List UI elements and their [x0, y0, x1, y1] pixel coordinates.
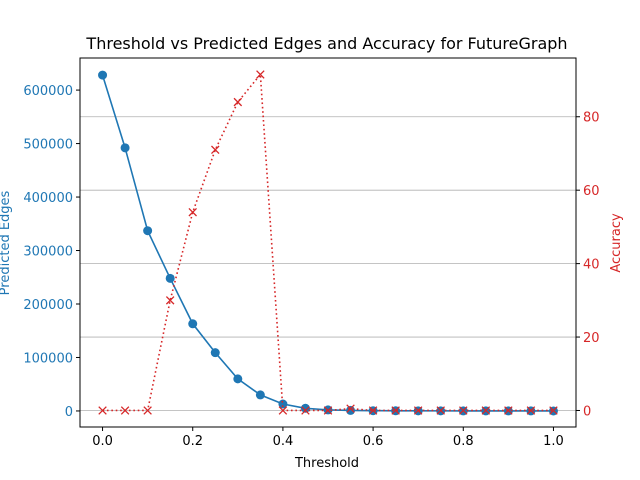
accuracy-point — [504, 406, 513, 415]
accuracy-point — [413, 406, 423, 415]
accuracy-point — [368, 406, 378, 415]
y-left-tick-label: 100000 — [23, 351, 73, 366]
y-left-tick-label: 200000 — [23, 298, 73, 313]
y-right-tick-label: 0 — [583, 404, 591, 419]
predicted-edges-point — [255, 390, 265, 400]
predicted-edges-point — [278, 399, 288, 409]
y-axis-left: 0 100000 200000 300000 400000 500000 600000 — [23, 84, 80, 420]
predicted-edges-point — [233, 374, 243, 384]
y-left-tick-label: 0 — [65, 405, 73, 420]
chart-title: Threshold vs Predicted Edges and Accurac… — [85, 34, 567, 53]
predicted-edges-point — [210, 348, 220, 358]
predicted-edges-point — [300, 403, 310, 413]
y-left-tick-label: 400000 — [23, 191, 73, 206]
predicted-edges-point — [120, 143, 130, 153]
accuracy-point — [143, 406, 152, 415]
x-tick-label: 0.0 — [92, 434, 113, 449]
y-axis-right: 0 20 40 60 80 — [576, 111, 600, 419]
y-right-tick-label: 80 — [583, 111, 600, 126]
accuracy-point — [188, 207, 197, 217]
plot-frame — [79, 57, 577, 428]
predicted-edges-point — [346, 405, 356, 415]
x-tick-label: 1.0 — [543, 434, 564, 449]
y-axis-right-title: Accuracy — [609, 213, 624, 273]
accuracy-point — [323, 406, 333, 415]
y-left-tick-label: 500000 — [23, 138, 73, 153]
accuracy-point — [549, 406, 558, 415]
y-right-tick-label: 40 — [583, 258, 600, 273]
accuracy-point — [459, 406, 468, 415]
accuracy-point — [391, 406, 400, 415]
x-tick-label: 0.4 — [273, 434, 294, 449]
accuracy-point — [526, 406, 536, 415]
accuracy-point — [120, 406, 130, 415]
accuracy-point — [346, 404, 355, 413]
accuracy-point — [233, 97, 243, 107]
accuracy-point — [301, 406, 310, 415]
x-tick-label: 0.2 — [182, 434, 203, 449]
accuracy-point — [278, 406, 288, 415]
y-left-tick-label: 300000 — [23, 245, 73, 260]
y-left-tick-label: 600000 — [23, 84, 73, 99]
y-right-tick-label: 20 — [583, 331, 600, 346]
predicted-edges-point — [98, 70, 108, 80]
x-axis-title: Threshold — [294, 456, 359, 471]
predicted-edges-point — [188, 319, 198, 329]
accuracy-point — [165, 296, 175, 305]
accuracy-point — [436, 406, 445, 415]
x-axis: 0.0 0.2 0.4 0.6 0.8 1.0 — [92, 427, 564, 449]
y-axis-left-title: Predicted Edges — [0, 190, 13, 295]
accuracy-point — [98, 406, 107, 415]
accuracy-point — [211, 145, 220, 155]
accuracy-point — [256, 70, 265, 79]
x-tick-label: 0.6 — [363, 434, 384, 449]
accuracy-point — [481, 406, 491, 415]
accuracy-series — [98, 70, 558, 415]
x-tick-label: 0.8 — [453, 434, 474, 449]
y-right-tick-label: 60 — [583, 184, 600, 199]
predicted-edges-point — [143, 226, 153, 236]
predicted-edges-point — [165, 273, 175, 283]
